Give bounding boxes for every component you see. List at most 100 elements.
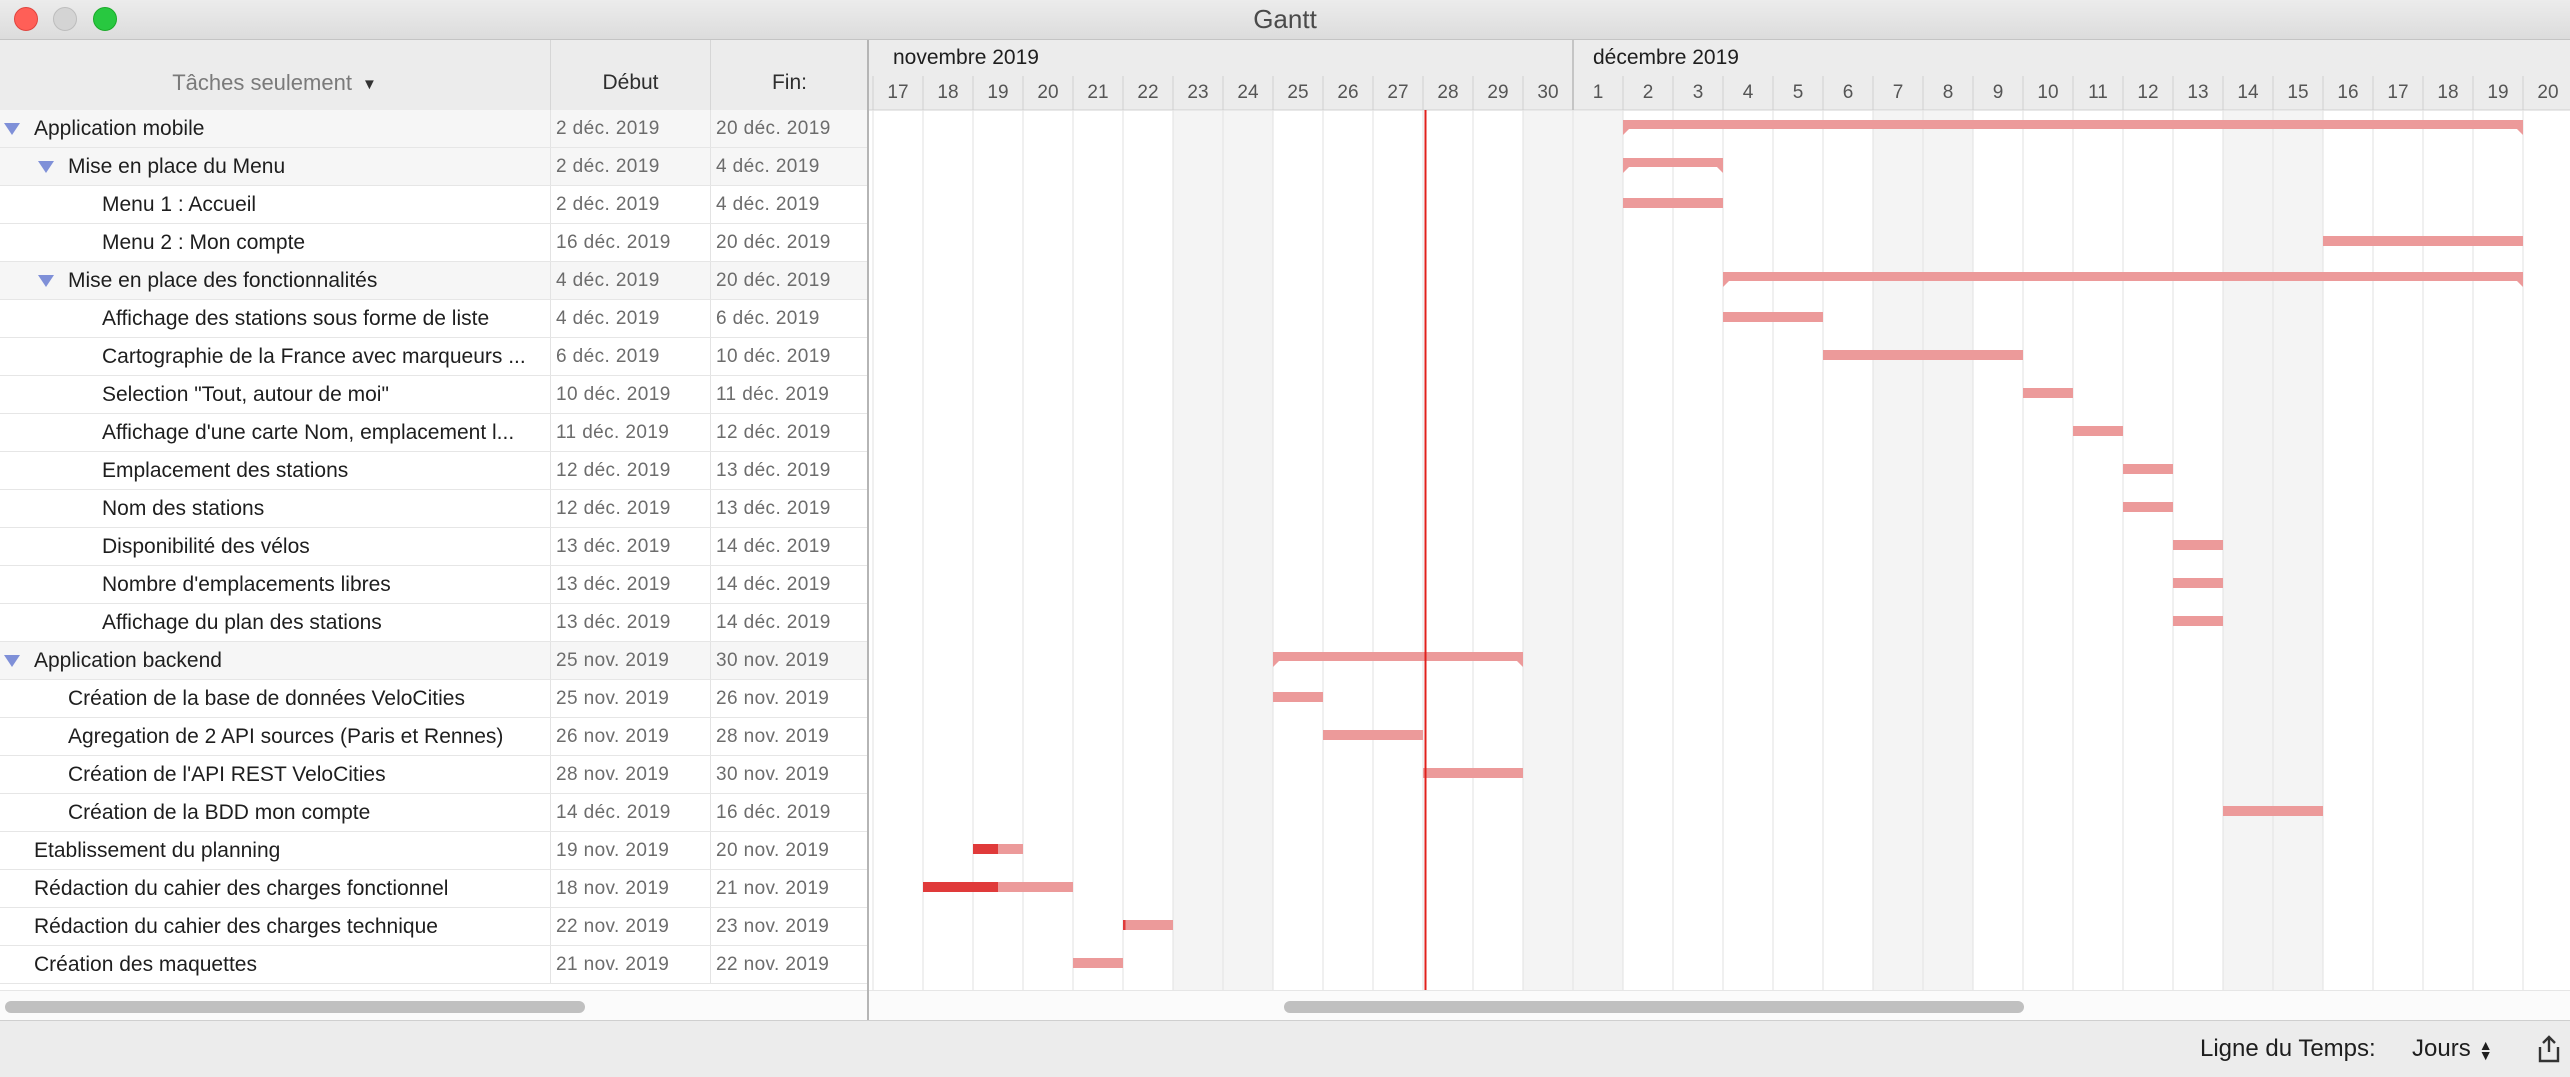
timeline-scale-label: Ligne du Temps: <box>2200 1035 2376 1062</box>
start-date-cell: 26 nov. 2019 <box>550 718 710 755</box>
task-name-cell: Disponibilité des vélos <box>102 535 310 558</box>
start-column-header[interactable]: Début <box>550 40 710 110</box>
task-name-cell: Création de la BDD mon compte <box>68 801 371 824</box>
close-window-button[interactable] <box>14 7 38 31</box>
summary-bar[interactable] <box>1623 158 1723 173</box>
day-label: 4 <box>1743 82 1754 103</box>
task-bar[interactable] <box>2073 426 2123 436</box>
day-label: 14 <box>2237 82 2259 103</box>
table-row[interactable]: Affichage du plan des stations 13 déc. 20… <box>0 604 867 642</box>
share-icon[interactable] <box>2536 1035 2562 1063</box>
day-label: 27 <box>1387 82 1408 103</box>
chart-horizontal-scrollbar[interactable] <box>869 990 2570 1020</box>
table-row[interactable]: Affichage des stations sous forme de lis… <box>0 300 867 338</box>
task-bar[interactable] <box>1323 730 1423 740</box>
table-row[interactable]: Application backend 25 nov. 2019 30 nov. 2… <box>0 642 867 680</box>
task-name-cell: Rédaction du cahier des charges techniqu… <box>34 915 438 938</box>
end-date-cell: 28 nov. 2019 <box>710 718 867 755</box>
start-date-cell: 25 nov. 2019 <box>550 642 710 679</box>
end-date-cell: 23 nov. 2019 <box>710 908 867 945</box>
chart-scroll-thumb[interactable] <box>1284 1001 2024 1013</box>
disclosure-triangle-icon[interactable] <box>38 275 54 287</box>
table-row[interactable]: Création de la base de données VeloCitie… <box>0 680 867 718</box>
task-name-cell: Menu 2 : Mon compte <box>102 231 306 254</box>
task-bar[interactable] <box>1723 312 1823 322</box>
table-row[interactable]: Menu 1 : Accueil 2 déc. 2019 4 déc. 2019 <box>0 186 867 224</box>
task-name-cell: Menu 1 : Accueil <box>102 193 257 216</box>
summary-bar[interactable] <box>1623 120 2523 135</box>
task-bar[interactable] <box>2173 540 2223 550</box>
task-bar[interactable] <box>1623 198 1723 208</box>
table-row[interactable]: Selection "Tout, autour de moi" 10 déc. 2… <box>0 376 867 414</box>
table-row[interactable]: Menu 2 : Mon compte 16 déc. 2019 20 déc. 2… <box>0 224 867 262</box>
start-date-cell: 19 nov. 2019 <box>550 832 710 869</box>
task-bar[interactable] <box>2123 464 2173 474</box>
day-label: 9 <box>1993 82 2004 103</box>
end-column-header[interactable]: Fin: <box>710 40 868 110</box>
end-date-cell: 4 déc. 2019 <box>710 186 867 223</box>
task-bar[interactable] <box>1823 350 2023 360</box>
task-filter-column-header[interactable]: Tâches seulement ▼ <box>0 40 549 110</box>
timeline-scale-select[interactable]: Jours ▲ ▼ <box>2412 1021 2493 1077</box>
start-date-cell: 22 nov. 2019 <box>550 908 710 945</box>
day-label: 25 <box>1287 82 1308 103</box>
split-divider[interactable] <box>867 40 869 1020</box>
table-row[interactable]: Création de la BDD mon compte 14 déc. 201… <box>0 794 867 832</box>
table-row[interactable]: Création des maquettes 21 nov. 2019 22 nov… <box>0 946 867 984</box>
table-row[interactable]: Mise en place du Menu 2 déc. 2019 4 déc. 2… <box>0 148 867 186</box>
end-date-cell: 22 nov. 2019 <box>710 946 867 983</box>
zoom-window-button[interactable] <box>93 7 117 31</box>
start-date-cell: 6 déc. 2019 <box>550 338 710 375</box>
end-date-cell: 20 déc. 2019 <box>710 262 867 299</box>
task-bar[interactable] <box>2173 578 2223 588</box>
end-date-cell: 16 déc. 2019 <box>710 794 867 831</box>
table-horizontal-scrollbar[interactable] <box>0 990 867 1021</box>
task-bar[interactable] <box>2323 236 2523 246</box>
table-row[interactable]: Nom des stations 12 déc. 2019 13 déc. 2019 <box>0 490 867 528</box>
day-label: 24 <box>1237 82 1259 103</box>
table-row[interactable]: Disponibilité des vélos 13 déc. 2019 14 dé… <box>0 528 867 566</box>
start-date-cell: 2 déc. 2019 <box>550 148 710 185</box>
task-name-cell: Selection "Tout, autour de moi" <box>102 383 389 406</box>
start-date-cell: 4 déc. 2019 <box>550 262 710 299</box>
start-date-cell: 28 nov. 2019 <box>550 756 710 793</box>
day-label: 18 <box>2437 82 2458 103</box>
task-bar[interactable] <box>2123 502 2173 512</box>
disclosure-triangle-icon[interactable] <box>4 123 20 135</box>
weekend-column <box>1173 111 1223 990</box>
task-progress-bar <box>973 844 998 854</box>
table-row[interactable]: Agregation de 2 API sources (Paris et Re… <box>0 718 867 756</box>
task-bar[interactable] <box>1423 768 1523 778</box>
task-bar[interactable] <box>2223 806 2323 816</box>
disclosure-triangle-icon[interactable] <box>38 161 54 173</box>
task-bar[interactable] <box>2023 388 2073 398</box>
task-bar[interactable] <box>1273 692 1323 702</box>
end-date-cell: 20 nov. 2019 <box>710 832 867 869</box>
start-date-cell: 13 déc. 2019 <box>550 528 710 565</box>
task-bar[interactable] <box>1123 920 1173 930</box>
table-row[interactable]: Affichage d'une carte Nom, emplacement l… <box>0 414 867 452</box>
day-label: 11 <box>2088 82 2108 103</box>
table-row[interactable]: Mise en place des fonctionnalités 4 déc. … <box>0 262 867 300</box>
day-label: 15 <box>2287 82 2308 103</box>
table-row[interactable]: Rédaction du cahier des charges fonction… <box>0 870 867 908</box>
disclosure-triangle-icon[interactable] <box>4 655 20 667</box>
task-bar[interactable] <box>2173 616 2223 626</box>
start-date-cell: 25 nov. 2019 <box>550 680 710 717</box>
start-date-cell: 12 déc. 2019 <box>550 490 710 527</box>
table-row[interactable]: Emplacement des stations 12 déc. 2019 13 d… <box>0 452 867 490</box>
end-date-cell: 10 déc. 2019 <box>710 338 867 375</box>
task-bar[interactable] <box>1073 958 1123 968</box>
minimize-window-button[interactable] <box>53 7 77 31</box>
table-row[interactable]: Cartographie de la France avec marqueurs… <box>0 338 867 376</box>
start-date-cell: 11 déc. 2019 <box>550 414 710 451</box>
table-row[interactable]: Nombre d'emplacements libres 13 déc. 2019… <box>0 566 867 604</box>
summary-bar[interactable] <box>1273 652 1523 667</box>
summary-bar[interactable] <box>1723 272 2523 287</box>
table-row[interactable]: Rédaction du cahier des charges techniqu… <box>0 908 867 946</box>
table-row[interactable]: Etablissement du planning 19 nov. 2019 20 … <box>0 832 867 870</box>
weekend-column <box>2273 111 2323 990</box>
table-row[interactable]: Création de l'API REST VeloCities 28 nov.… <box>0 756 867 794</box>
table-scroll-thumb[interactable] <box>5 1001 585 1013</box>
table-row[interactable]: Application mobile 2 déc. 2019 20 déc. 201… <box>0 110 867 148</box>
